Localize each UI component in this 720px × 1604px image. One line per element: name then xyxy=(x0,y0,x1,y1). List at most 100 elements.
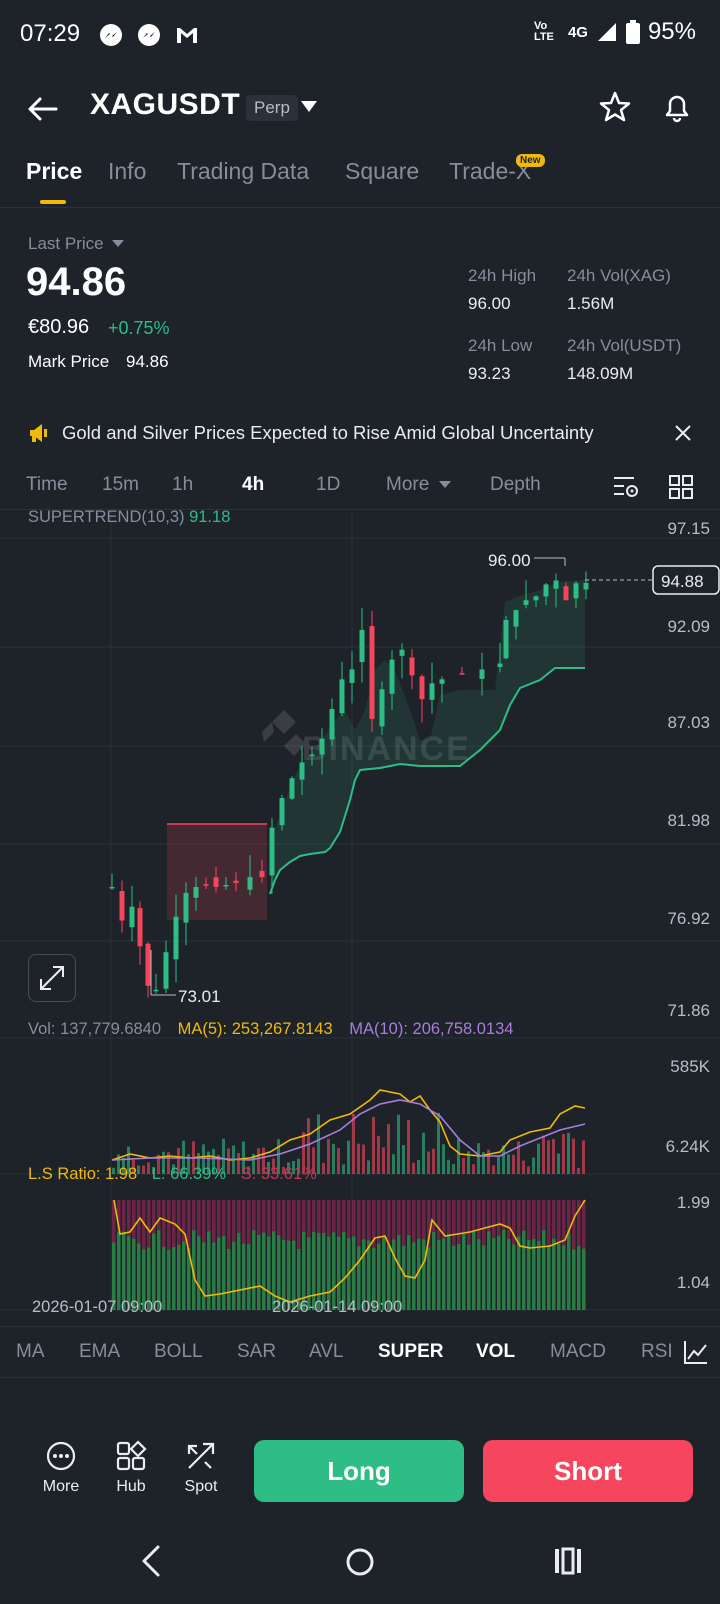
long-ratio-bar xyxy=(297,1248,301,1310)
volume-bar xyxy=(422,1132,425,1174)
back-arrow-icon[interactable] xyxy=(26,92,60,126)
spot-label: Spot xyxy=(184,1478,218,1495)
short-ratio-bar xyxy=(432,1200,436,1233)
short-ratio-bar xyxy=(512,1200,516,1245)
volume-bar xyxy=(302,1132,305,1174)
candle xyxy=(583,582,589,590)
layout-grid-icon[interactable] xyxy=(668,474,694,500)
candle xyxy=(289,778,295,799)
volume-bar xyxy=(447,1159,450,1174)
tab-price[interactable]: Price xyxy=(26,158,83,184)
fullscreen-button[interactable] xyxy=(28,954,76,1002)
chart-area[interactable]: BINANCE 96.00 73.01 94.88 97.15 92.09 87… xyxy=(0,508,720,1320)
candle xyxy=(459,673,465,675)
high-marker-label: 96.00 xyxy=(488,551,531,570)
last-price-label[interactable]: Last Price xyxy=(28,234,125,254)
volume-bar xyxy=(147,1162,150,1174)
short-ratio-bar xyxy=(417,1200,421,1239)
battery-icon xyxy=(625,20,640,44)
short-ratio-bar xyxy=(297,1200,301,1249)
ind-sar[interactable]: SAR xyxy=(237,1341,277,1362)
more-action[interactable]: More xyxy=(31,1440,91,1496)
candle xyxy=(247,877,253,890)
ind-rsi[interactable]: RSI xyxy=(641,1341,671,1362)
long-ratio-bar xyxy=(407,1235,411,1310)
short-ratio-bar xyxy=(382,1200,386,1238)
news-headline[interactable]: Gold and Silver Prices Expected to Rise … xyxy=(62,422,594,443)
short-button[interactable]: Short xyxy=(483,1440,693,1502)
ind-boll[interactable]: BOLL xyxy=(154,1341,203,1362)
volume-bar xyxy=(347,1140,350,1174)
stat-24h-low-value: 93.23 xyxy=(468,364,511,383)
long-ratio-bar xyxy=(517,1236,521,1310)
volume-bar xyxy=(157,1154,160,1174)
long-button[interactable]: Long xyxy=(254,1440,464,1502)
volume-bar xyxy=(122,1157,125,1174)
volume-bar xyxy=(247,1166,250,1174)
indicator-settings-icon[interactable] xyxy=(683,1339,709,1365)
long-ratio-bar xyxy=(542,1230,546,1310)
tf-time[interactable]: Time xyxy=(26,474,68,495)
caret-down-icon[interactable] xyxy=(300,100,318,114)
news-banner[interactable]: Gold and Silver Prices Expected to Rise … xyxy=(0,408,720,458)
tf-depth[interactable]: Depth xyxy=(490,474,541,495)
tf-1d[interactable]: 1D xyxy=(316,474,341,495)
ind-macd[interactable]: MACD xyxy=(550,1341,606,1362)
short-ratio-bar xyxy=(272,1200,276,1232)
tf-15m[interactable]: 15m xyxy=(102,474,139,495)
tf-more[interactable]: More xyxy=(386,474,451,496)
volume-bar xyxy=(207,1151,210,1174)
long-ratio-bar xyxy=(322,1232,326,1310)
ls-ratio-label: L.S Ratio: 1.98 xyxy=(28,1165,138,1183)
long-ratio-bar xyxy=(567,1231,571,1310)
long-ratio-bar xyxy=(282,1239,286,1310)
time-axis-tick: 2026-01-07 09:00 xyxy=(32,1298,162,1316)
candle xyxy=(129,906,135,928)
spot-action[interactable]: Spot xyxy=(171,1440,231,1496)
stat-24h-vol-usdt-label: 24h Vol(USDT) xyxy=(567,336,682,355)
volume-bar xyxy=(307,1118,310,1174)
candlestick-chart[interactable]: BINANCE 96.00 73.01 94.88 97.15 92.09 87… xyxy=(0,510,720,1320)
nav-recents-icon[interactable] xyxy=(552,1546,584,1576)
candle xyxy=(119,891,125,921)
tf-4h[interactable]: 4h xyxy=(242,474,265,495)
long-ratio-bar xyxy=(312,1231,316,1310)
supertrend-value: 91.18 xyxy=(189,508,231,526)
short-ratio-bar xyxy=(127,1200,131,1237)
caret-down-icon xyxy=(438,481,451,488)
ind-super[interactable]: SUPER xyxy=(378,1341,444,1362)
volume-bar xyxy=(537,1143,540,1174)
bell-icon[interactable] xyxy=(660,90,694,124)
volume-bar xyxy=(162,1151,165,1174)
volume-bar xyxy=(272,1158,275,1174)
stat-24h-high-label: 24h High xyxy=(468,266,537,285)
ind-vol[interactable]: VOL xyxy=(476,1341,516,1362)
star-icon[interactable] xyxy=(598,90,632,124)
long-ratio-bar xyxy=(222,1235,226,1310)
tab-info[interactable]: Info xyxy=(108,158,147,184)
short-ratio-bar xyxy=(212,1200,216,1243)
tab-square[interactable]: Square xyxy=(345,158,420,184)
ind-ma[interactable]: MA xyxy=(16,1341,45,1362)
candle xyxy=(563,586,569,601)
ind-avl[interactable]: AVL xyxy=(309,1341,344,1362)
mark-price-value: 94.86 xyxy=(126,352,169,371)
tf-1h[interactable]: 1h xyxy=(172,474,194,495)
long-ratio-bar xyxy=(547,1245,551,1310)
volume-bar xyxy=(577,1167,580,1174)
long-ratio-bar xyxy=(122,1231,126,1310)
volume-bar xyxy=(397,1114,400,1174)
hub-action[interactable]: Hub xyxy=(101,1440,161,1496)
nav-home-icon[interactable] xyxy=(344,1546,376,1578)
nav-back-icon[interactable] xyxy=(138,1544,164,1578)
long-ratio-bar xyxy=(342,1232,346,1310)
volume-bar xyxy=(552,1139,555,1174)
long-ratio-bar xyxy=(207,1231,211,1310)
chart-settings-icon[interactable] xyxy=(612,474,640,500)
short-ratio-bar xyxy=(472,1200,476,1233)
symbol-title[interactable]: XAGUSDT xyxy=(90,88,241,121)
ind-ema[interactable]: EMA xyxy=(79,1341,121,1362)
long-ratio-bar xyxy=(497,1235,501,1310)
close-icon[interactable] xyxy=(674,424,692,442)
tab-trading-data[interactable]: Trading Data xyxy=(177,158,310,184)
